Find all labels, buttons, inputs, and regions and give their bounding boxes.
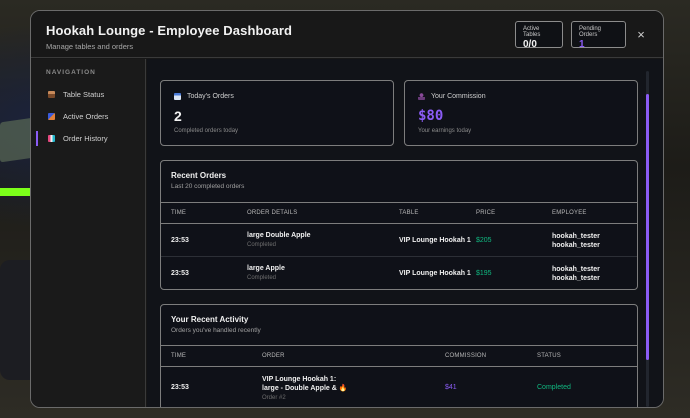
active-tables-value: 0/0 — [523, 39, 537, 50]
order-price: $195 — [476, 270, 492, 277]
column-header: TIME — [171, 210, 187, 216]
chair-icon — [48, 90, 55, 98]
page-subtitle: Manage tables and orders — [46, 42, 134, 51]
active-tables-badge: Active Tables 0/0 — [515, 21, 563, 50]
todays-orders-title: Today's Orders — [187, 93, 234, 100]
order-status: Completed — [247, 242, 277, 248]
recent-orders-panel: Recent Orders Last 20 completed orders T… — [160, 160, 638, 290]
page-title: Hookah Lounge - Employee Dashboard — [46, 23, 293, 38]
activity-subtitle: Orders you've handled recently — [171, 327, 261, 334]
order-status: Completed — [247, 275, 277, 281]
calendar-icon — [174, 93, 181, 100]
activity-order-number: Order #2 — [262, 395, 286, 401]
main-content: Today's Orders 2 Completed orders today … — [147, 59, 663, 407]
column-header: TABLE — [399, 210, 419, 216]
order-employee: hookah_tester — [552, 233, 600, 240]
clipboard-icon — [48, 112, 55, 120]
order-time: 23:53 — [171, 237, 189, 244]
sidebar-item-table-status[interactable]: Table Status — [31, 84, 145, 104]
order-details: large Double Apple — [247, 232, 311, 239]
column-header: TIME — [171, 353, 187, 359]
chart-icon — [48, 134, 55, 142]
pending-orders-value: 1 — [579, 39, 585, 50]
background-device — [0, 117, 34, 163]
activity-time: 23:53 — [171, 384, 189, 391]
recent-activity-panel: Your Recent Activity Orders you've handl… — [160, 304, 638, 407]
pending-orders-badge: Pending Orders 1 — [571, 21, 626, 50]
order-employee: hookah_tester — [552, 266, 600, 273]
column-header: EMPLOYEE — [552, 210, 587, 216]
column-header: PRICE — [476, 210, 496, 216]
column-header: STATUS — [537, 353, 561, 359]
close-icon[interactable]: × — [637, 27, 645, 42]
sidebar-item-label: Active Orders — [63, 111, 109, 121]
pending-orders-label: Pending Orders — [579, 26, 602, 38]
table-row[interactable]: 23:53 VIP Lounge Hookah 1: large - Doubl… — [161, 368, 637, 407]
order-employee: hookah_tester — [552, 275, 600, 282]
scrollbar-thumb[interactable] — [646, 94, 649, 360]
activity-title: Your Recent Activity — [171, 315, 249, 324]
table-row[interactable]: 23:53 large Apple Completed VIP Lounge H… — [161, 258, 637, 290]
recent-orders-title: Recent Orders — [171, 171, 227, 180]
todays-orders-sub: Completed orders today — [174, 128, 239, 134]
user-icon — [418, 93, 425, 100]
active-tables-label: Active Tables — [523, 26, 541, 38]
sidebar-item-active-orders[interactable]: Active Orders — [31, 106, 145, 126]
todays-orders-card: Today's Orders 2 Completed orders today — [160, 80, 394, 146]
sidebar-item-order-history[interactable]: Order History — [31, 128, 145, 148]
commission-sub: Your earnings today — [418, 128, 472, 134]
sidebar: NAVIGATION Table Status Active Orders Or… — [31, 59, 146, 407]
commission-title: Your Commission — [431, 93, 486, 100]
order-price: $205 — [476, 237, 492, 244]
activity-order-line1: VIP Lounge Hookah 1: — [262, 376, 337, 383]
activity-header: TIME ORDER COMMISSION STATUS — [161, 345, 637, 367]
commission-value: $80 — [418, 108, 444, 124]
column-header: COMMISSION — [445, 353, 487, 359]
sidebar-item-label: Table Status — [63, 89, 105, 99]
order-table: VIP Lounge Hookah 1 — [399, 270, 471, 277]
recent-orders-subtitle: Last 20 completed orders — [171, 183, 245, 190]
todays-orders-value: 2 — [174, 108, 182, 124]
activity-order-line2: large - Double Apple & 🔥 — [262, 385, 348, 392]
sidebar-item-label: Order History — [63, 133, 108, 143]
dashboard-header: Hookah Lounge - Employee Dashboard Manag… — [31, 11, 663, 58]
scrollbar[interactable] — [646, 71, 649, 407]
activity-status: Completed — [537, 384, 571, 391]
table-row[interactable]: 23:53 large Double Apple Completed VIP L… — [161, 225, 637, 257]
order-time: 23:53 — [171, 270, 189, 277]
commission-card: Your Commission $80 Your earnings today — [404, 80, 638, 146]
activity-commission: $41 — [445, 384, 457, 391]
order-employee: hookah_tester — [552, 242, 600, 249]
background-sofa — [0, 260, 34, 380]
background-light-strip — [0, 188, 34, 196]
order-table: VIP Lounge Hookah 1 — [399, 237, 471, 244]
column-header: ORDER — [262, 353, 285, 359]
nav-section-label: NAVIGATION — [46, 69, 96, 76]
column-header: ORDER DETAILS — [247, 210, 298, 216]
dashboard-window: Hookah Lounge - Employee Dashboard Manag… — [30, 10, 664, 408]
order-details: large Apple — [247, 265, 285, 272]
recent-orders-header: TIME ORDER DETAILS TABLE PRICE EMPLOYEE — [161, 202, 637, 224]
